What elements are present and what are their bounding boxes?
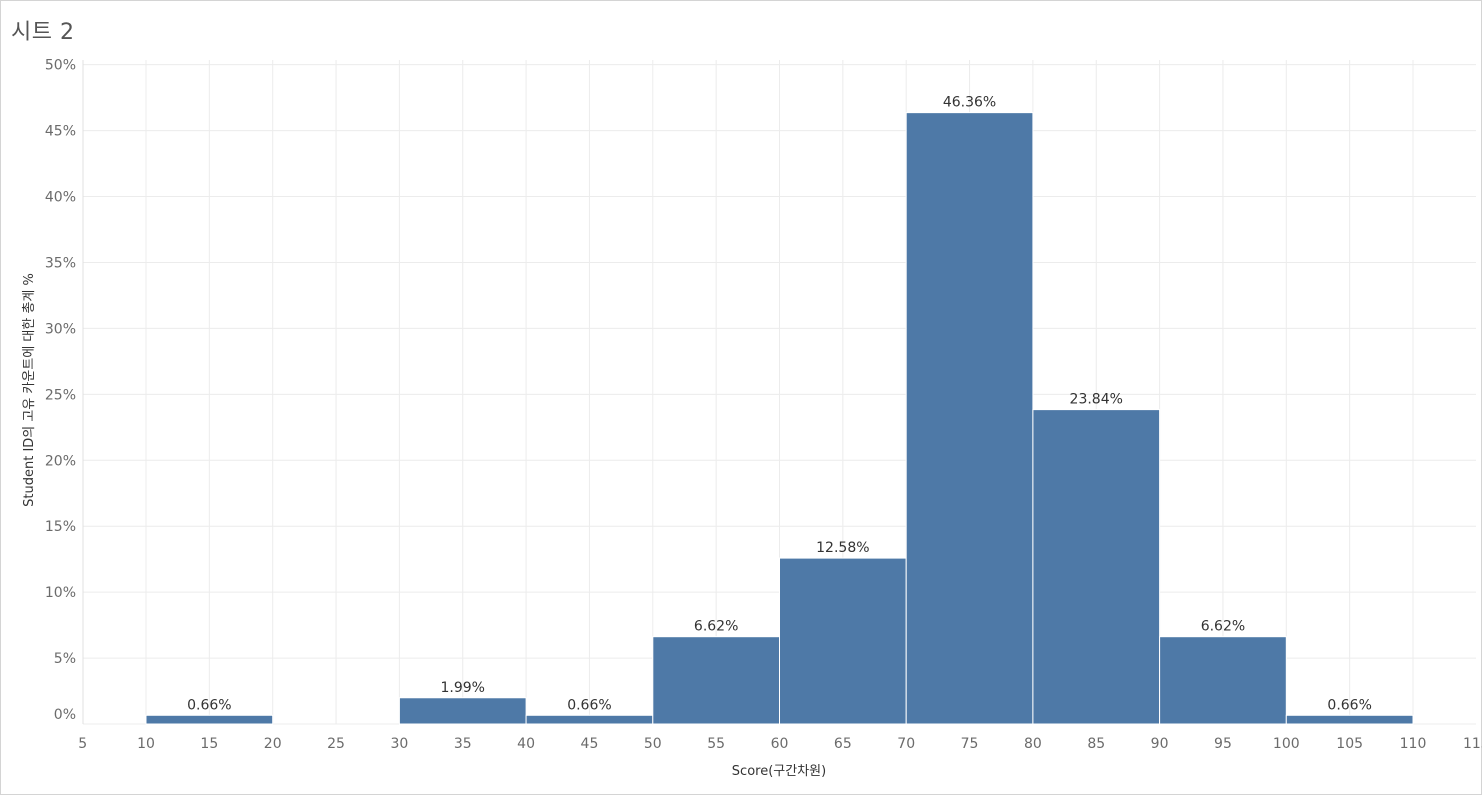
data-label: 0.66% — [567, 697, 611, 713]
data-label: 46.36% — [943, 95, 996, 111]
y-tick-label: 25% — [45, 387, 76, 403]
x-tick-label: 35 — [454, 736, 472, 752]
histogram-bar — [1032, 409, 1161, 725]
x-axis-ticks: 5 10 15 20 25 30 35 40 45 50 55 60 65 70 75 80 85 90 95 100… — [78, 736, 1482, 752]
x-tick-label: 20 — [264, 736, 282, 752]
x-tick-label: 110 — [1400, 736, 1427, 752]
x-tick-label: 65 — [834, 736, 852, 752]
y-axis-ticks: 0% 5% 10% 15% 20% 25% 30% 35% 40% 45% 50% — [45, 58, 76, 723]
histogram-bar — [145, 714, 274, 725]
x-tick-label: 90 — [1151, 736, 1169, 752]
y-axis-title: Student ID의 고유 카운트에 대한 총계 % — [22, 273, 37, 507]
y-tick-label: 20% — [45, 453, 76, 469]
x-tick-label: 115 — [1463, 736, 1482, 752]
histogram-bar — [652, 636, 780, 725]
y-tick-label: 15% — [45, 519, 76, 535]
x-tick-label: 50 — [644, 736, 662, 752]
x-tick-label: 55 — [707, 736, 725, 752]
y-tick-label: 50% — [45, 58, 76, 74]
x-tick-label: 10 — [137, 736, 155, 752]
histogram-bar — [525, 714, 654, 725]
x-tick-label: 75 — [961, 736, 979, 752]
data-labels: 0.66% 1.99% 0.66% 6.62% 12.58% 46.36% 23.84% 6.… — [187, 95, 1372, 714]
x-tick-label: 45 — [581, 736, 599, 752]
y-tick-label: 40% — [45, 190, 76, 206]
data-label: 6.62% — [694, 619, 738, 635]
x-tick-label: 25 — [327, 736, 345, 752]
y-tick-label: 45% — [45, 124, 76, 140]
x-axis-title: Score(구간차원) — [732, 764, 826, 779]
x-tick-label: 40 — [517, 736, 535, 752]
bars — [145, 112, 1414, 725]
x-tick-label: 30 — [390, 736, 408, 752]
histogram-bar — [398, 697, 527, 725]
x-tick-label: 100 — [1273, 736, 1300, 752]
y-tick-label: 35% — [45, 255, 76, 271]
histogram-bar — [1159, 636, 1287, 725]
histogram-bar — [1285, 714, 1414, 725]
sheet-title: 시트 2 — [11, 20, 75, 45]
data-label: 12.58% — [816, 540, 869, 556]
data-label: 0.66% — [187, 697, 231, 713]
histogram-bar — [905, 112, 1034, 725]
x-tick-label: 95 — [1214, 736, 1232, 752]
x-tick-label: 105 — [1336, 736, 1363, 752]
histogram-bar — [779, 557, 907, 725]
data-label: 23.84% — [1070, 392, 1123, 408]
x-tick-label: 5 — [78, 736, 87, 752]
y-tick-label: 10% — [45, 585, 76, 601]
y-tick-label: 5% — [54, 651, 76, 667]
x-tick-label: 70 — [897, 736, 915, 752]
x-tick-label: 80 — [1024, 736, 1042, 752]
y-tick-label: 30% — [45, 321, 76, 337]
x-tick-label: 85 — [1087, 736, 1105, 752]
data-label: 0.66% — [1327, 697, 1371, 713]
x-tick-label: 15 — [200, 736, 218, 752]
y-tick-label: 0% — [54, 707, 76, 723]
x-tick-label: 60 — [771, 736, 789, 752]
data-label: 6.62% — [1201, 619, 1245, 635]
data-label: 1.99% — [441, 680, 485, 696]
